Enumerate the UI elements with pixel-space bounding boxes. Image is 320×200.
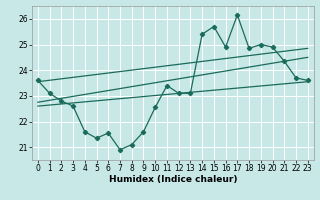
- X-axis label: Humidex (Indice chaleur): Humidex (Indice chaleur): [108, 175, 237, 184]
